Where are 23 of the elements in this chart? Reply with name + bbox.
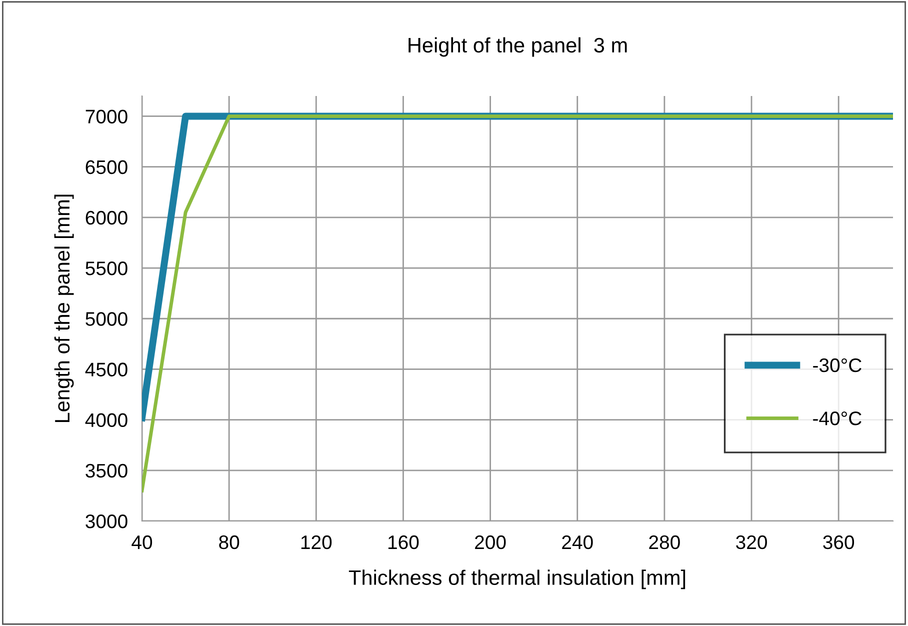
x-tick-label: 200 [475,535,506,550]
x-tick-label: 120 [301,535,332,550]
y-tick-label: 5500 [86,261,128,276]
y-tick-label: 3000 [86,514,128,528]
y-tick-label: 6000 [86,210,128,225]
x-tick-label: 240 [562,535,593,550]
x-tick-label: 80 [219,535,240,550]
legend-label: -30°C [813,358,862,372]
x-tick-label: 360 [823,535,854,550]
y-tick-label: 3500 [86,464,128,478]
y-tick-label: 5000 [86,312,128,326]
x-tick-label: 40 [132,535,152,550]
y-tick-label: 7000 [86,110,128,124]
x-tick-label: 280 [649,535,680,550]
legend-label: -40°C [813,412,862,426]
chart-title: Height of the panel 3 m [408,37,627,57]
x-axis-title: Thickness of thermal insulation [mm] [348,570,686,590]
y-tick-label: 4000 [85,413,128,428]
x-tick-label: 160 [388,535,419,550]
x-tick-label: 320 [736,535,767,550]
y-tick-label: 4500 [85,362,128,376]
y-tick-label: 6500 [86,160,128,174]
y-axis-title: Length of the panel [mm] [54,194,74,422]
